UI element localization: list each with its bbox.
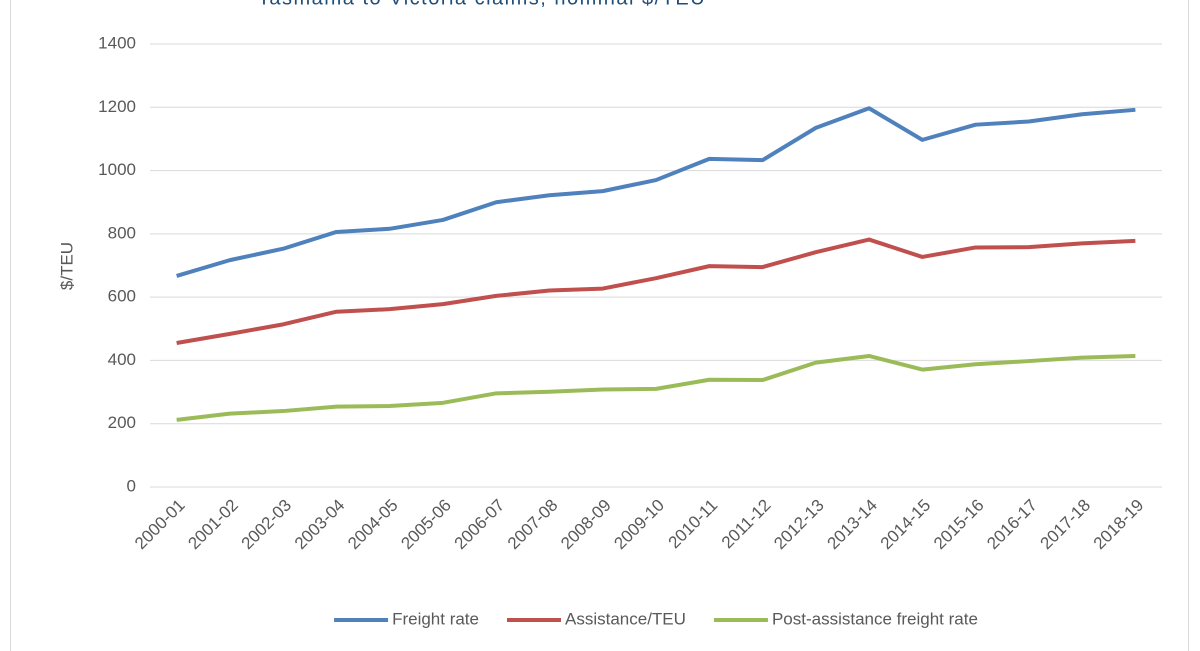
series-line <box>176 106 1136 278</box>
y-tick-label: 400 <box>108 350 136 369</box>
series-line <box>176 353 1136 422</box>
chart-title: Tasmania to Victoria claims, nominal $/T… <box>258 0 706 9</box>
legend-label: Freight rate <box>392 609 479 628</box>
y-tick-label: 600 <box>108 287 136 306</box>
series-line <box>176 237 1136 345</box>
y-axis-label: $/TEU <box>57 242 76 290</box>
y-tick-label: 200 <box>108 413 136 432</box>
y-tick-label: 1000 <box>98 160 136 179</box>
y-tick-label: 1200 <box>98 97 136 116</box>
legend-label: Assistance/TEU <box>565 609 686 628</box>
y-tick-label: 1400 <box>98 33 136 52</box>
chart-frame <box>10 0 1189 651</box>
y-tick-label: 0 <box>127 476 136 495</box>
y-tick-label: 800 <box>108 223 136 242</box>
legend-label: Post-assistance freight rate <box>772 609 978 628</box>
